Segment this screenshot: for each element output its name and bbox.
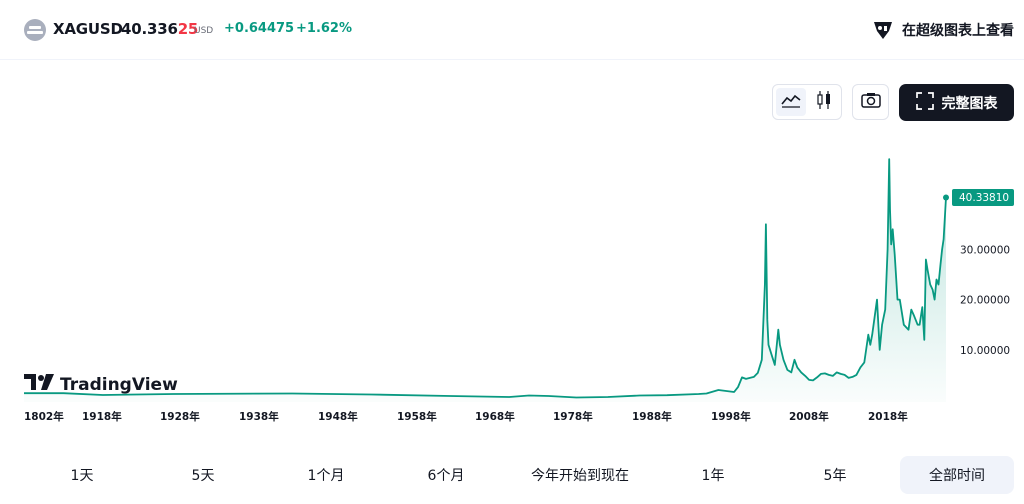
x-tick-label: 1958年: [397, 410, 437, 423]
y-tick-label: 20.00000: [960, 295, 1010, 307]
x-tick-label: 1968年: [475, 410, 515, 423]
x-tick-label: 1948年: [318, 410, 358, 423]
symbol-name[interactable]: XAGUSD: [53, 20, 123, 38]
x-tick-label: 1988年: [632, 410, 672, 423]
x-tick-label: 1938年: [239, 410, 279, 423]
price-main: 40.336: [121, 20, 178, 38]
range-button[interactable]: 1天: [70, 468, 94, 484]
line-chart-button[interactable]: [776, 88, 806, 116]
range-selector: 1天 5天 1个月 6个月 今年开始到现在 1年 5年 全部时间: [20, 456, 1020, 496]
x-tick-label: 1928年: [160, 410, 200, 423]
x-axis: 1802年 1918年 1928年 1938年 1948年 1958年 1968年 1978年…: [24, 410, 908, 423]
x-tick-label: 1978年: [553, 410, 593, 423]
x-tick-label: 1918年: [82, 410, 122, 423]
view-on-supercharts-link[interactable]: 在超级图表上查看: [872, 19, 1014, 41]
last-price-dot: [943, 194, 949, 201]
x-tick-label: 2008年: [789, 410, 829, 423]
chart-style-toggle: [772, 84, 842, 120]
range-button[interactable]: 5年: [823, 468, 847, 484]
range-button[interactable]: 5天: [191, 468, 215, 484]
range-button[interactable]: 1个月: [307, 468, 345, 484]
x-tick-label: 1802年: [24, 410, 64, 423]
last-price-label: 40.33810: [952, 189, 1014, 207]
camera-icon: [860, 92, 881, 112]
last-price-label-text: 40.33810: [959, 192, 1009, 204]
full-chart-button[interactable]: 完整图表: [899, 84, 1014, 121]
tradingview-logo-icon: [24, 374, 54, 395]
currency-label: USD: [194, 26, 214, 36]
price-line: [24, 158, 947, 399]
range-button[interactable]: 今年开始到现在: [531, 468, 629, 484]
y-axis: 10.00000 20.00000 30.00000: [960, 244, 1010, 356]
y-tick-label: 30.00000: [960, 244, 1010, 256]
snapshot-button[interactable]: [852, 84, 889, 120]
range-button[interactable]: 全部时间: [900, 456, 1014, 494]
x-tick-label: 2018年: [868, 410, 908, 423]
fullscreen-icon: [915, 91, 934, 114]
line-chart-icon: [781, 92, 801, 112]
price-change-percent: +1.62%: [296, 21, 352, 36]
last-price: 40.33625: [121, 20, 198, 38]
tradingview-logo[interactable]: TradingView: [24, 374, 178, 395]
silver-coin-icon: [24, 19, 46, 41]
price-area-fill: [24, 159, 946, 402]
candlestick-button[interactable]: [809, 88, 839, 116]
supercharts-icon: [872, 19, 894, 41]
range-button[interactable]: 1年: [701, 468, 725, 484]
view-on-supercharts-label: 在超级图表上查看: [902, 23, 1014, 39]
price-change: +0.64475: [224, 21, 295, 36]
candlestick-icon: [816, 90, 832, 114]
x-tick-label: 1998年: [711, 410, 751, 423]
range-button[interactable]: 6个月: [427, 468, 465, 484]
price-highlight: 25: [177, 20, 199, 38]
symbol-header: XAGUSD 40.33625 USD +0.64475 +1.62% 在超级图…: [0, 0, 1024, 60]
y-tick-label: 10.00000: [960, 345, 1010, 357]
tradingview-logo-text: TradingView: [60, 374, 178, 395]
full-chart-label: 完整图表: [941, 95, 998, 112]
